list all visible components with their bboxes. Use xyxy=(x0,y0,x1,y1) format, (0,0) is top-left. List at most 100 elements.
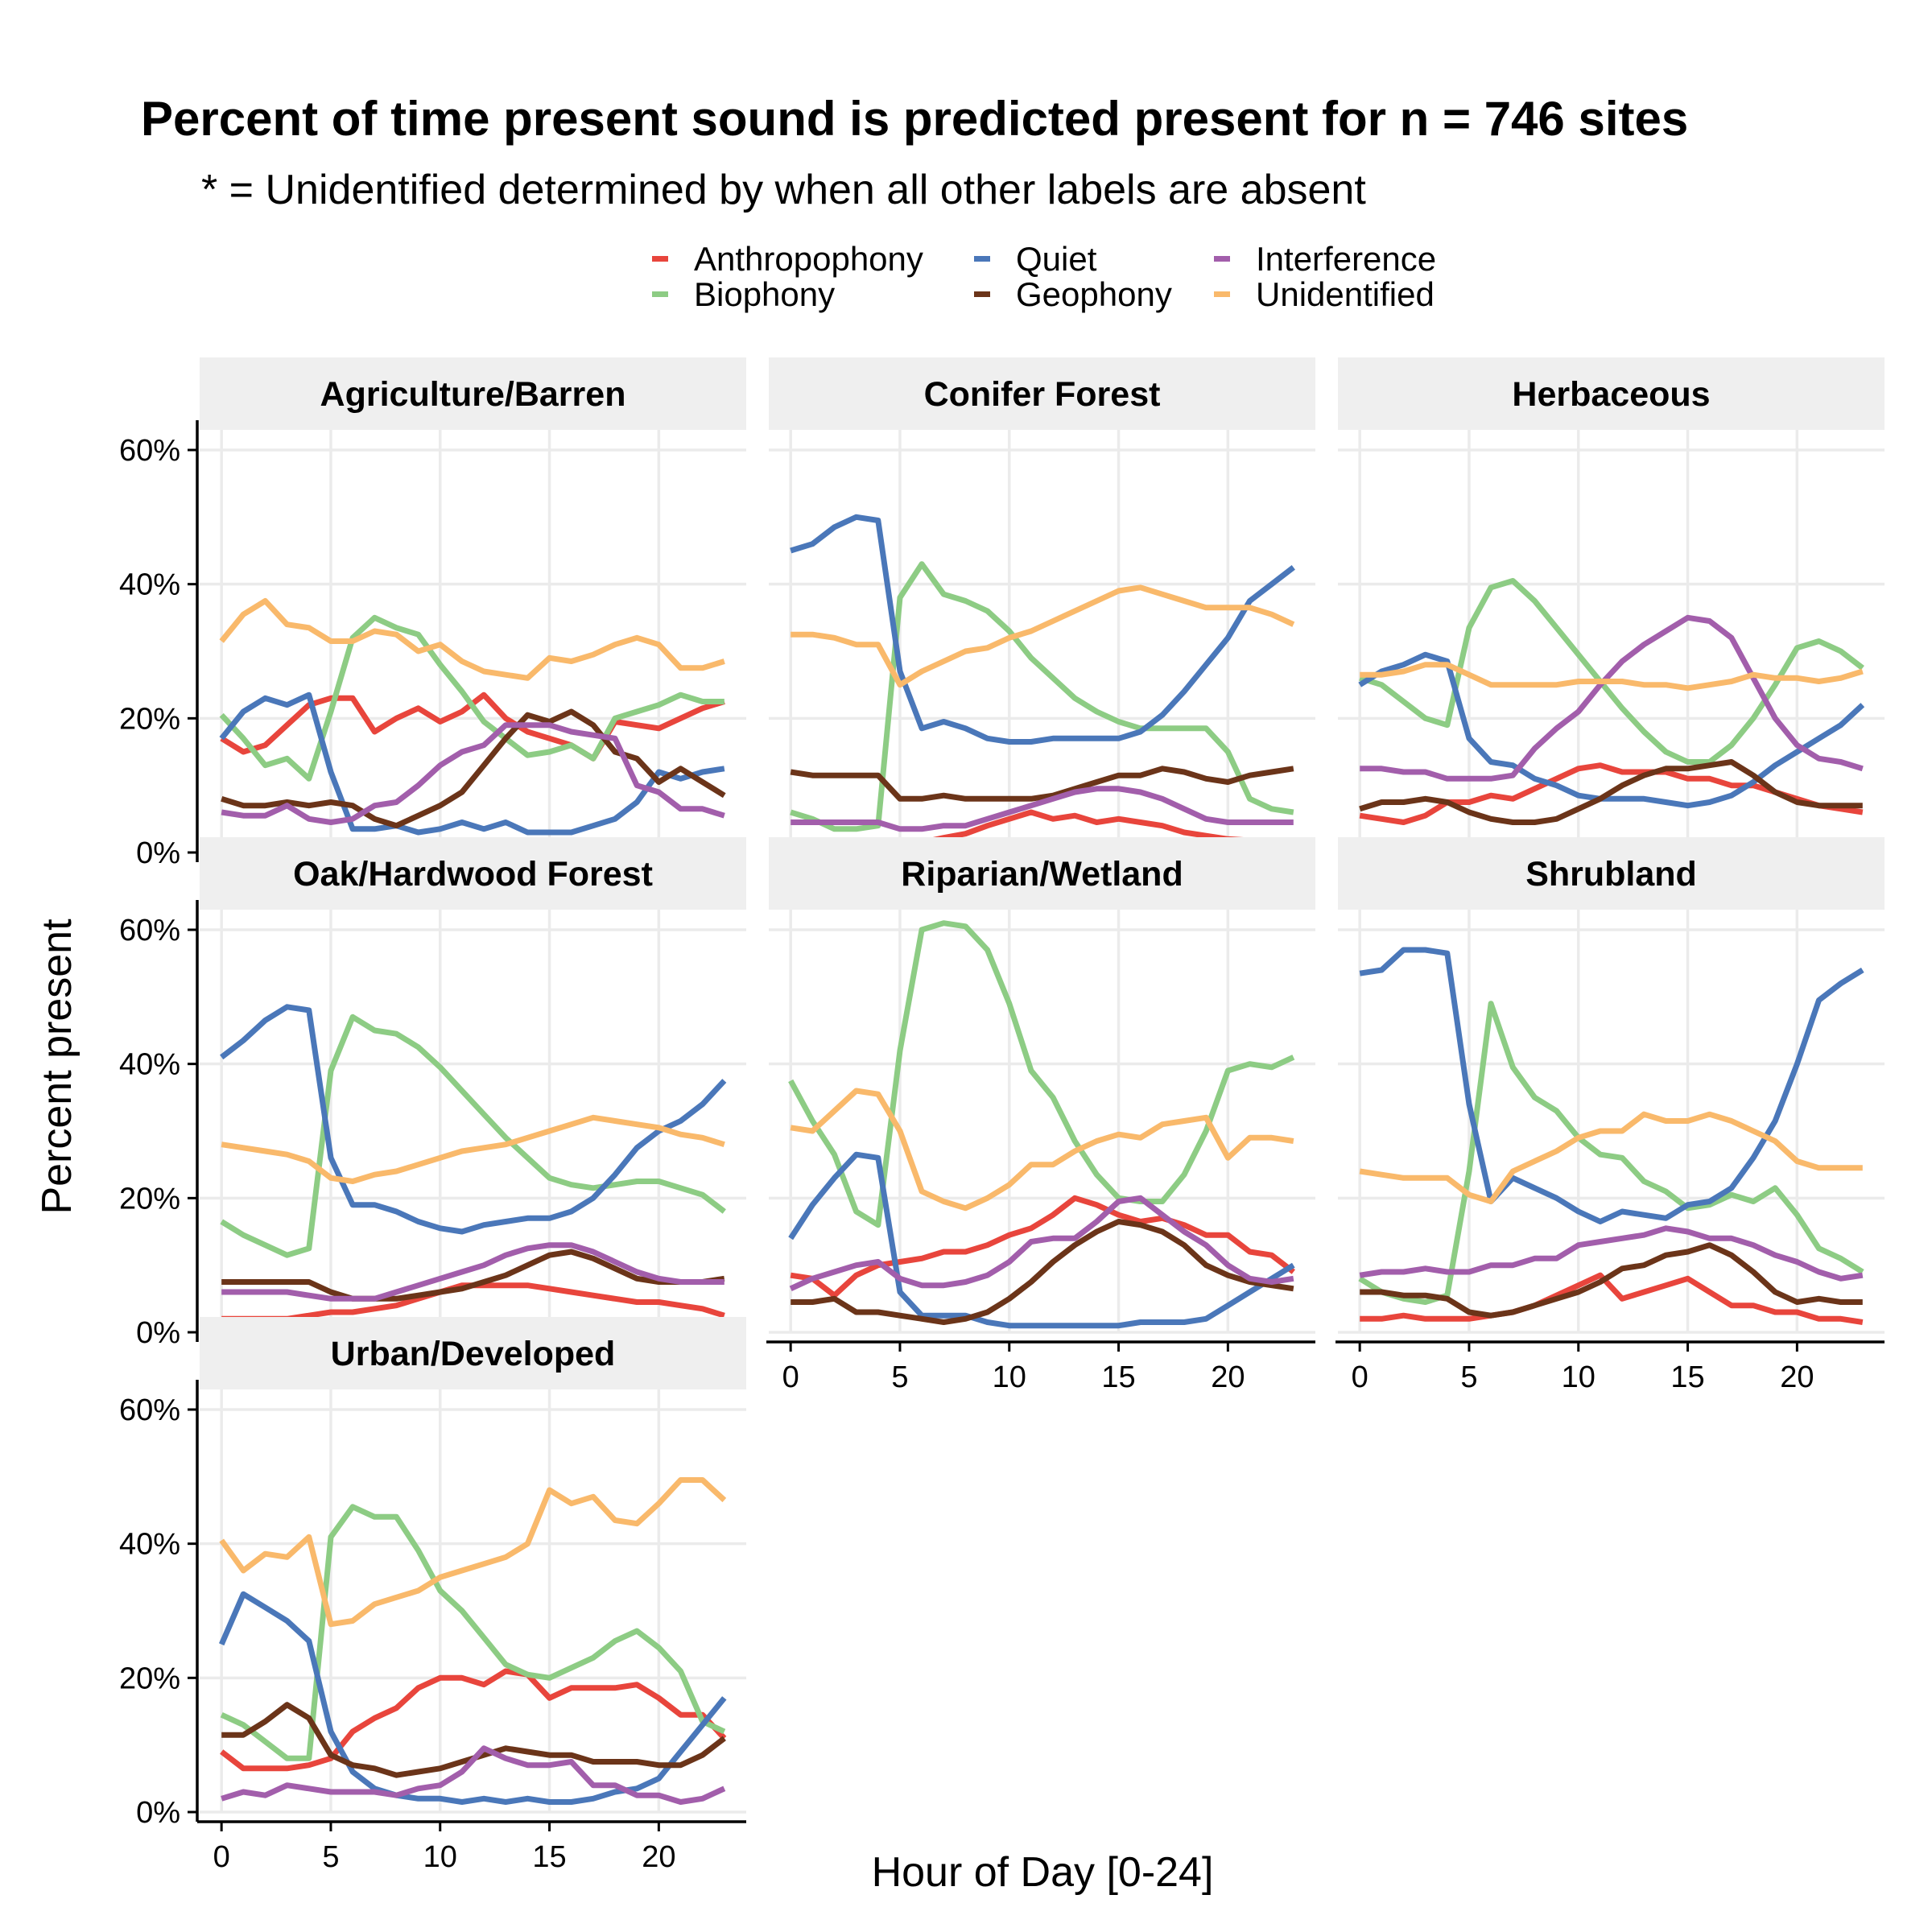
panel-grid xyxy=(200,1389,746,1814)
panel-strip xyxy=(200,357,746,430)
x-tick-label: 10 xyxy=(1562,1360,1596,1394)
series-line-geophony xyxy=(791,1219,1294,1325)
panel-title: Shrubland xyxy=(1525,855,1697,894)
panel-riparian-wetland: Riparian/Wetland 0 5 10 15 20 xyxy=(766,837,1315,1394)
panel-title: Riparian/Wetland xyxy=(901,855,1183,894)
series-line-unidentified xyxy=(791,584,1295,688)
panel-urban-developed: Urban/Developed 0% 20% 40% 60% 0 5 10 15 20 xyxy=(119,1317,746,1874)
series-line-anthropophony xyxy=(790,1195,1295,1298)
y-axis-title: Percent present xyxy=(34,919,80,1215)
series-line-unidentified xyxy=(221,1114,725,1184)
series-line-interference xyxy=(221,722,725,825)
x-tick-label: 0 xyxy=(213,1840,230,1874)
legend-key-biophony xyxy=(652,291,668,297)
series-line-anthropophony xyxy=(221,1282,725,1322)
series-line-geophony xyxy=(221,1249,725,1302)
legend-label-quiet: Quiet xyxy=(1016,240,1097,278)
chart-title: Percent of time present sound is predict… xyxy=(141,92,1688,146)
series-line-interference xyxy=(789,1195,1294,1291)
legend-label-biophony: Biophony xyxy=(694,275,835,313)
y-tick-label: 60% xyxy=(119,1393,180,1427)
legend-key-unidentified xyxy=(1214,291,1230,297)
x-tick-label: 0 xyxy=(782,1360,799,1394)
panel-grid xyxy=(1338,910,1885,1334)
panel-herbaceous: Herbaceous xyxy=(1338,357,1885,854)
legend-label-interference: Interference xyxy=(1256,240,1436,278)
x-tick-label: 15 xyxy=(1101,1360,1135,1394)
panel-conifer-forest: Conifer Forest xyxy=(769,357,1315,854)
x-tick-label: 20 xyxy=(1211,1360,1245,1394)
x-tick-label: 5 xyxy=(322,1840,339,1874)
series-line-geophony xyxy=(1359,759,1863,825)
legend-label-geophony: Geophony xyxy=(1016,275,1172,313)
y-tick-label: 0% xyxy=(136,1316,180,1350)
panel-strip xyxy=(200,1317,746,1389)
panel-strip xyxy=(200,837,746,910)
panel-strip xyxy=(1338,357,1885,430)
panel-oak-hardwood-forest: Oak/Hardwood Forest 0% 20% 40% 60% xyxy=(119,837,746,1350)
series-line-anthropophony xyxy=(220,1668,727,1772)
series-line-unidentified xyxy=(1359,1111,1863,1204)
legend-key-quiet xyxy=(974,256,990,262)
series-line-biophony xyxy=(220,1013,726,1258)
series-line-interference xyxy=(221,1242,724,1302)
panel-strip xyxy=(769,837,1315,910)
panel-title: Oak/Hardwood Forest xyxy=(293,855,653,894)
panel-title: Herbaceous xyxy=(1512,375,1710,414)
chart-subtitle: * = Unidentified determined by when all … xyxy=(201,167,1366,213)
series-line-unidentified xyxy=(219,598,725,681)
x-tick-label: 20 xyxy=(1780,1360,1814,1394)
series-line-quiet xyxy=(220,1004,727,1235)
series-line-geophony xyxy=(1360,1242,1863,1319)
series-line-interference xyxy=(791,786,1294,832)
panel-strip xyxy=(1338,837,1885,910)
series-line-biophony xyxy=(788,920,1295,1228)
series-line-quiet xyxy=(1359,947,1864,1224)
y-tick-label: 20% xyxy=(119,702,180,736)
x-tick-label: 0 xyxy=(1352,1360,1368,1394)
y-tick-label: 0% xyxy=(136,836,180,870)
x-tick-label: 5 xyxy=(1460,1360,1477,1394)
x-tick-label: 5 xyxy=(891,1360,908,1394)
series-line-unidentified xyxy=(790,1088,1294,1212)
y-tick-label: 60% xyxy=(119,434,180,468)
legend-label-unidentified: Unidentified xyxy=(1256,275,1435,313)
x-tick-label: 10 xyxy=(423,1840,457,1874)
legend-label-anthropophony: Anthropophony xyxy=(694,240,923,278)
series-line-unidentified xyxy=(219,1477,727,1628)
panel-title: Urban/Developed xyxy=(331,1335,616,1373)
series-line-quiet xyxy=(790,514,1295,745)
series-line-geophony xyxy=(790,766,1294,802)
y-tick-label: 40% xyxy=(119,1528,180,1562)
y-tick-label: 40% xyxy=(119,1048,180,1082)
panel-grid xyxy=(200,430,746,854)
series-line-interference xyxy=(1359,1225,1864,1282)
x-tick-label: 15 xyxy=(532,1840,566,1874)
legend-key-geophony xyxy=(974,291,990,297)
series-line-biophony xyxy=(219,614,724,782)
y-tick-label: 20% xyxy=(119,1182,180,1216)
series-line-interference xyxy=(1360,614,1864,782)
series-line-quiet xyxy=(788,1151,1295,1329)
series-line-quiet xyxy=(1358,651,1865,809)
series-line-anthropophony xyxy=(1360,1272,1864,1325)
legend-key-anthropophony xyxy=(652,256,668,262)
x-axis-title: Hour of Day [0-24] xyxy=(872,1849,1214,1896)
y-tick-label: 60% xyxy=(119,914,180,947)
series-line-quiet xyxy=(219,691,725,836)
x-tick-label: 20 xyxy=(642,1840,675,1874)
series-line-geophony xyxy=(221,708,726,829)
y-tick-label: 0% xyxy=(136,1796,180,1830)
y-tick-label: 20% xyxy=(119,1662,180,1695)
y-tick-label: 40% xyxy=(119,568,180,602)
panel-strip xyxy=(769,357,1315,430)
panel-title: Agriculture/Barren xyxy=(320,375,626,414)
series-line-biophony xyxy=(790,561,1294,832)
panel-agriculture-barren: Agriculture/Barren 0% 20% 40% 60% xyxy=(119,357,746,870)
panel-shrubland: Shrubland 0 5 10 15 20 xyxy=(1335,837,1885,1394)
series-line-quiet xyxy=(218,1591,727,1805)
legend-key-interference xyxy=(1214,256,1230,262)
panel-title: Conifer Forest xyxy=(924,375,1161,414)
